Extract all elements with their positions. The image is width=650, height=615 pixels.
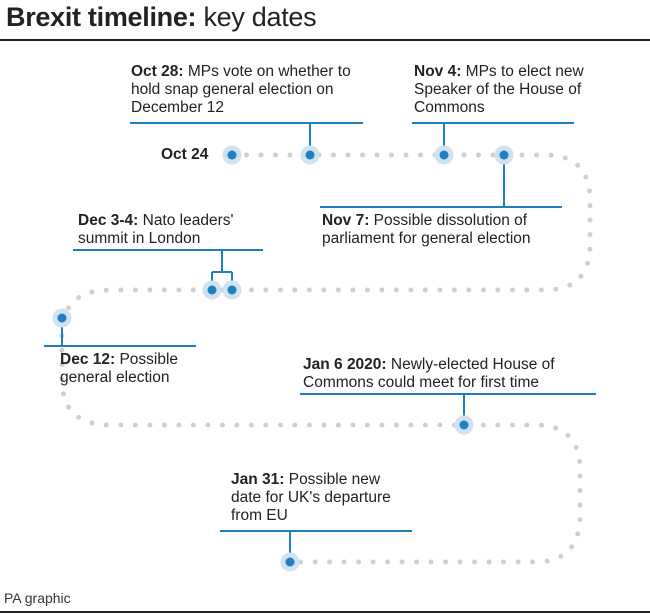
event-label-dec34: Dec 3-4: Nato leaders' summit in London xyxy=(78,212,263,248)
event-text: Possible general election xyxy=(60,351,179,386)
marker-dot xyxy=(439,150,449,160)
event-text: Nato leaders' summit in London xyxy=(78,212,234,247)
event-label-jan31: Jan 31: Possible new date for UK's depar… xyxy=(231,471,406,525)
marker-dot xyxy=(227,150,237,160)
marker-nov4 xyxy=(434,145,454,165)
event-text: MPs to elect new Speaker of the House of… xyxy=(414,63,584,116)
event-date: Dec 12: xyxy=(60,351,116,368)
event-label-jan6: Jan 6 2020: Newly-elected House of Commo… xyxy=(303,356,603,392)
event-text: Possible new date for UK's departure fro… xyxy=(231,471,391,524)
marker-dot xyxy=(305,150,315,160)
event-text: MPs vote on whether to hold snap general… xyxy=(131,63,351,116)
timeline-dotted-path xyxy=(59,152,593,565)
event-text: Possible dissolution of parliament for g… xyxy=(322,212,531,247)
timeline-markers xyxy=(52,145,514,572)
marker-jan6 xyxy=(454,415,474,435)
marker-dec4 xyxy=(222,280,242,300)
chart-title: Brexit timeline: key dates xyxy=(6,2,317,33)
dotted-path-line xyxy=(59,152,593,565)
start-label: Oct 24 xyxy=(161,146,209,163)
marker-oct24 xyxy=(222,145,242,165)
marker-dot xyxy=(285,557,295,567)
event-date: Oct 28: xyxy=(131,63,184,80)
bottom-divider xyxy=(0,611,650,613)
marker-dot xyxy=(207,285,217,295)
marker-dot xyxy=(227,285,237,295)
event-date: Nov 7: xyxy=(322,212,370,229)
event-date: Jan 31: xyxy=(231,471,285,488)
marker-dot xyxy=(499,150,509,160)
marker-dot xyxy=(57,313,67,323)
marker-jan31 xyxy=(280,552,300,572)
marker-nov7 xyxy=(494,145,514,165)
event-label-oct28: Oct 28: MPs vote on whether to hold snap… xyxy=(131,63,371,117)
event-text: Newly-elected House of Commons could mee… xyxy=(303,356,555,391)
event-date: Nov 4: xyxy=(414,63,462,80)
title-rest: key dates xyxy=(196,2,317,32)
event-date: Jan 6 2020: xyxy=(303,356,387,373)
timeline-connectors xyxy=(44,122,596,562)
event-label-dec12: Dec 12: Possible general election xyxy=(60,351,200,387)
stem-dec34 xyxy=(211,250,233,290)
title-divider xyxy=(0,39,650,41)
event-date: Dec 3-4: xyxy=(78,212,139,229)
marker-oct28 xyxy=(300,145,320,165)
event-label-nov7: Nov 7: Possible dissolution of parliamen… xyxy=(322,212,572,248)
title-bold: Brexit timeline: xyxy=(6,2,197,32)
marker-dec3 xyxy=(202,280,222,300)
marker-dot xyxy=(459,420,469,430)
credit-text: PA graphic xyxy=(4,590,71,606)
marker-dec12 xyxy=(52,308,72,328)
event-label-nov4: Nov 4: MPs to elect new Speaker of the H… xyxy=(414,63,584,117)
